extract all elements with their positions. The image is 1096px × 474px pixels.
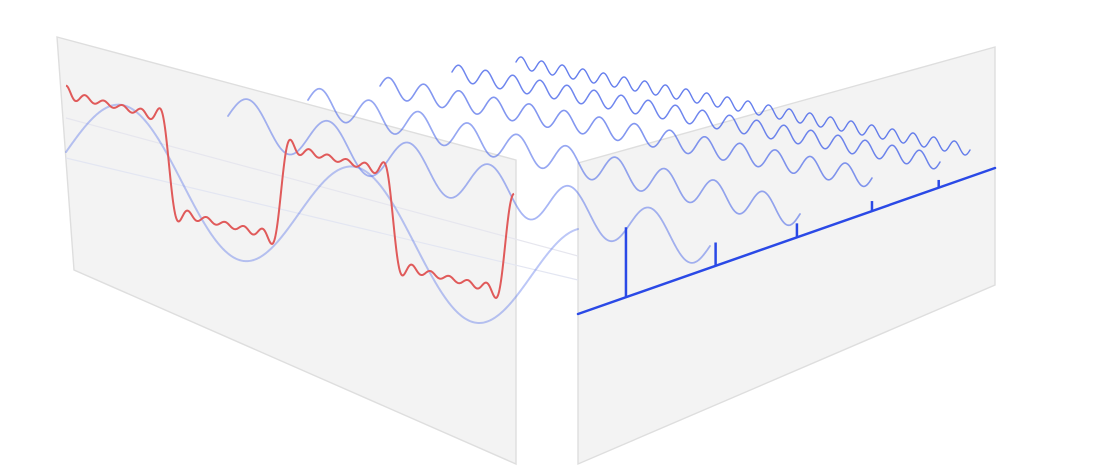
harmonic-wave-7 [379, 76, 873, 188]
time-domain-signal-group [65, 84, 515, 299]
time-domain-panel [56, 36, 517, 466]
panel-guide-lines [65, 117, 579, 281]
harmonic-wave-5 [307, 87, 801, 227]
harmonic-waves-group [65, 56, 971, 324]
time-panel-guide-line [65, 117, 579, 257]
frequency-spectrum-group [576, 166, 997, 316]
harmonic-wave-11 [515, 56, 971, 156]
background-panels [56, 36, 996, 466]
harmonic-wave-1 [65, 103, 579, 324]
frequency-domain-panel [577, 46, 996, 466]
harmonic-wave-9 [451, 64, 941, 170]
harmonic-wave-3 [227, 98, 711, 264]
frequency-axis [576, 166, 997, 316]
time-panel-baseline [65, 157, 579, 281]
square-wave-signal [65, 84, 515, 299]
